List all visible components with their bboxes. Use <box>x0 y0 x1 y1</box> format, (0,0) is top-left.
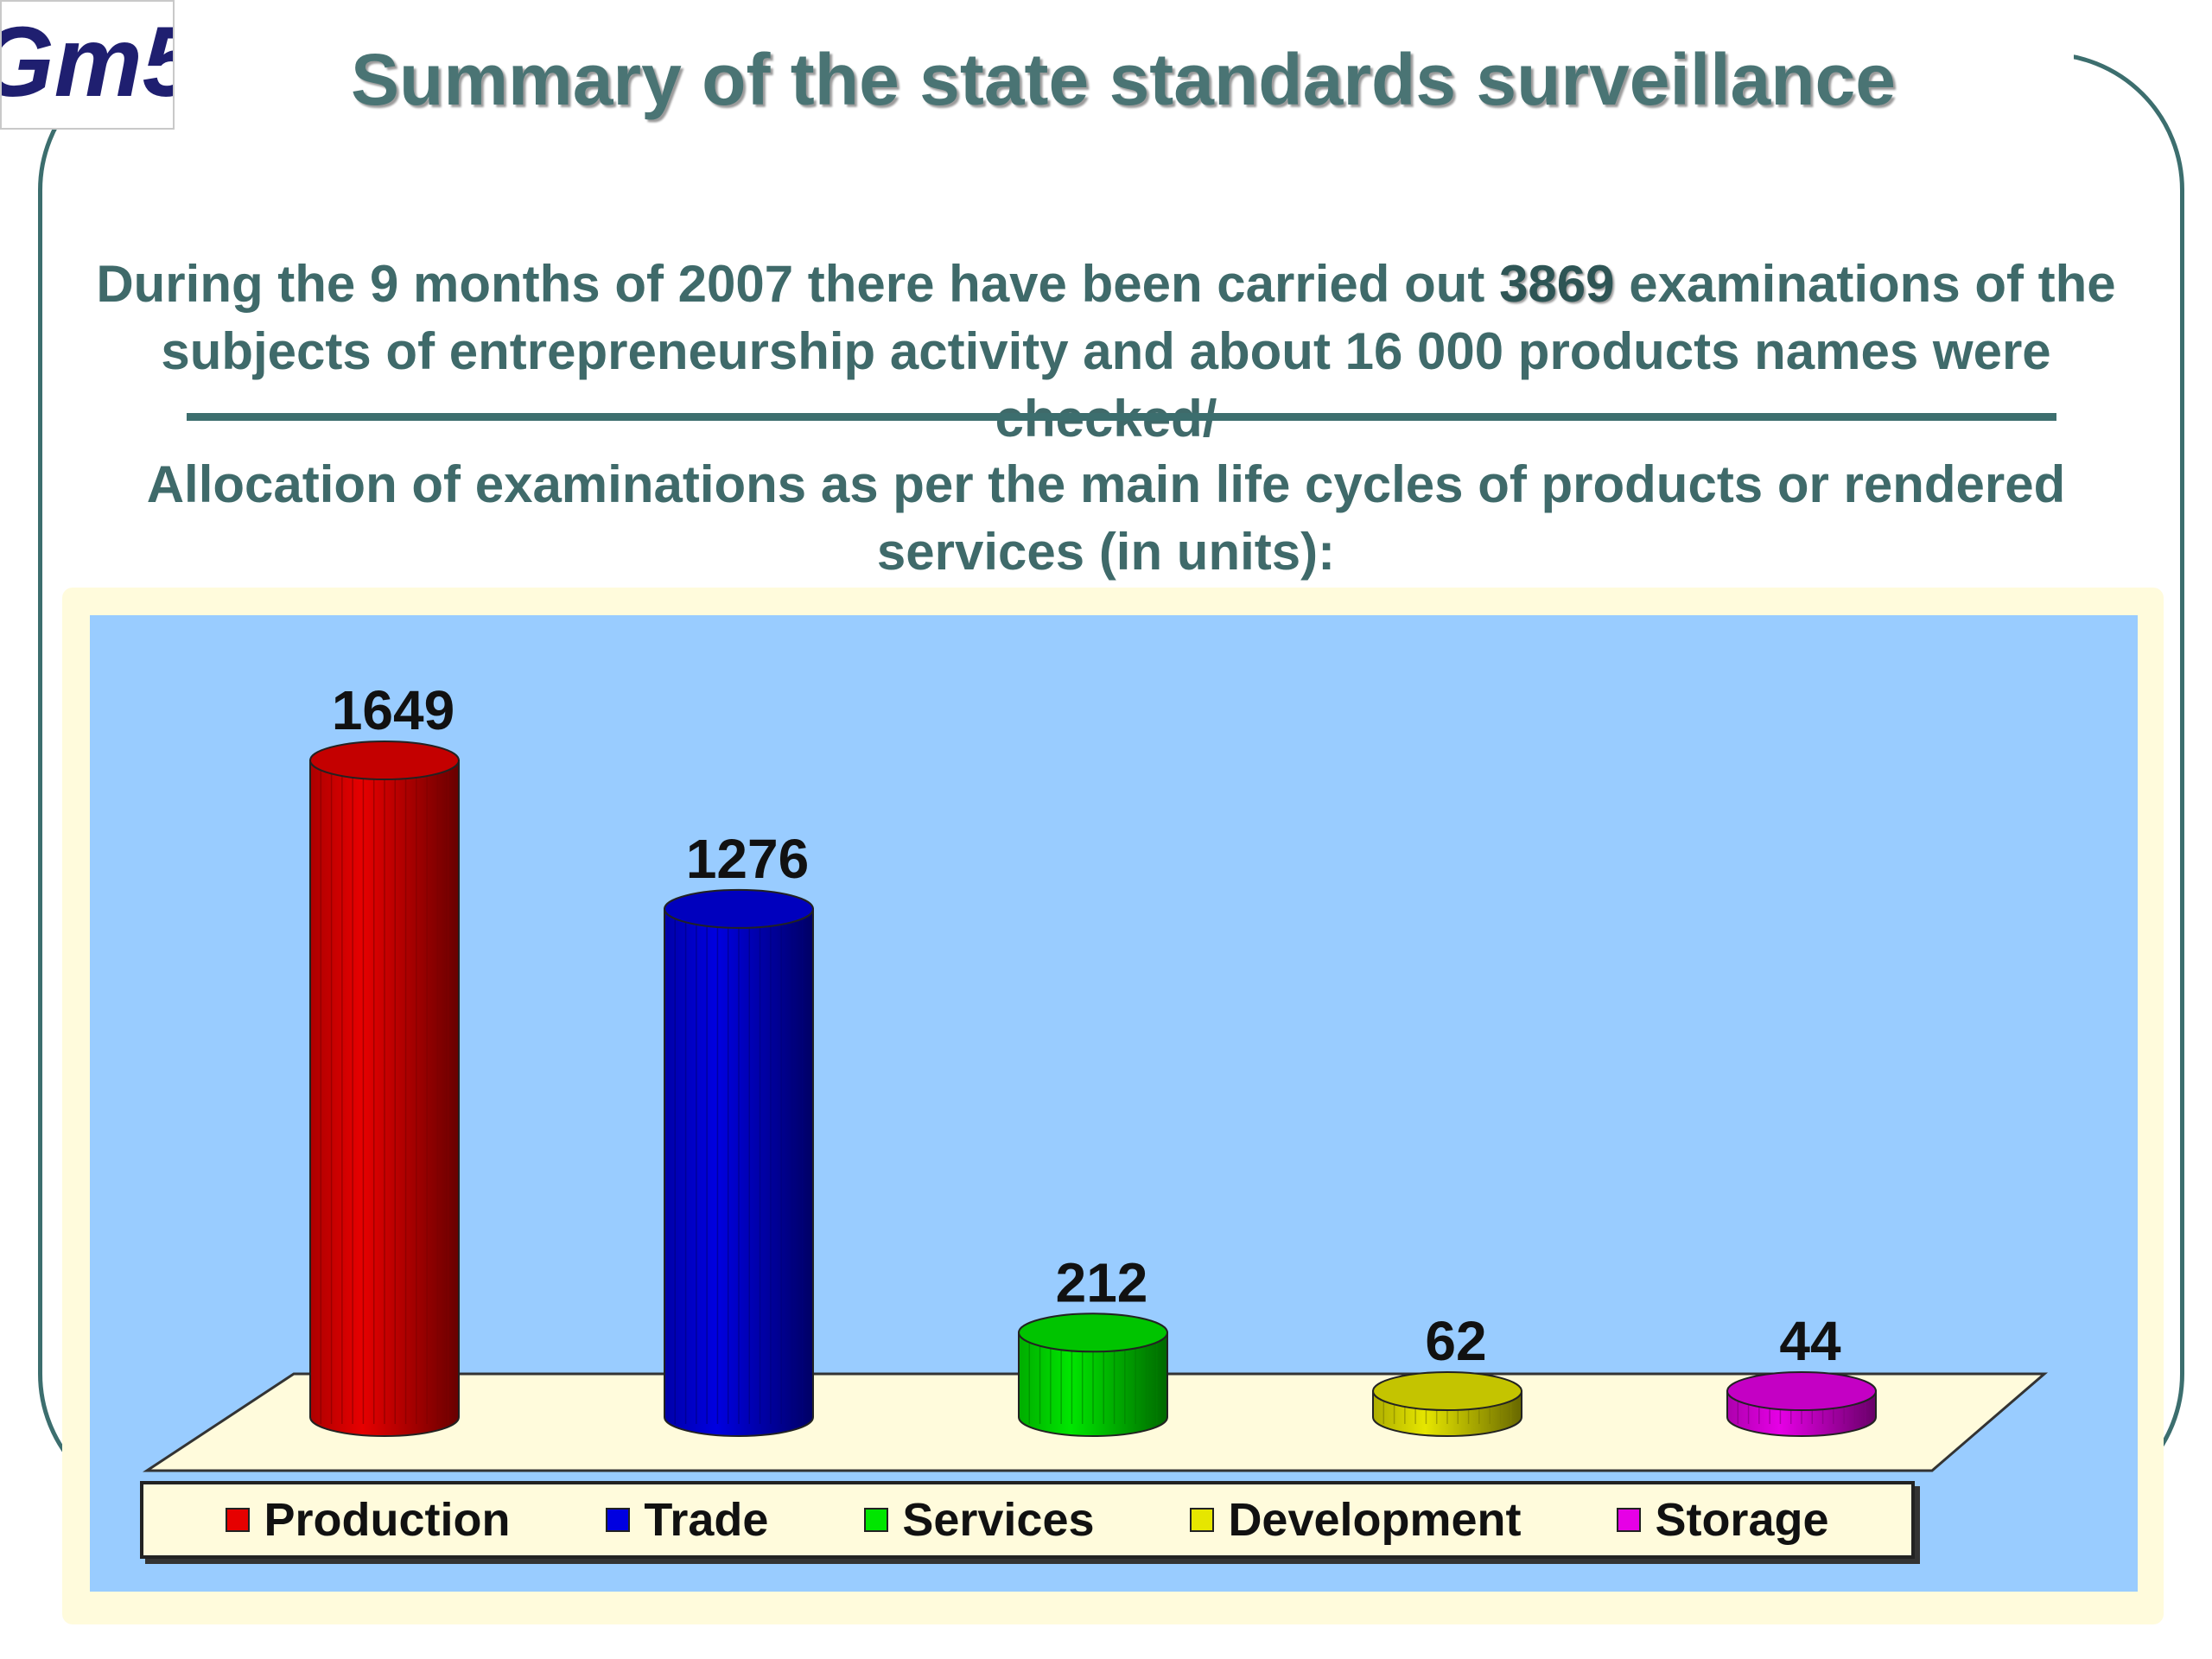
bar-storage <box>1726 1371 1877 1437</box>
legend-swatch <box>864 1508 889 1532</box>
bar-trade <box>664 888 814 1437</box>
legend-label: Trade <box>644 1494 769 1546</box>
bar-services <box>1018 1313 1168 1437</box>
bar-top <box>309 741 460 780</box>
legend-item-trade: Trade <box>606 1493 768 1547</box>
legend-label: Development <box>1228 1494 1522 1546</box>
logo: Gm5 <box>0 0 175 130</box>
bar-development <box>1372 1371 1522 1437</box>
bar-top <box>1726 1371 1877 1411</box>
legend-swatch <box>1190 1508 1215 1532</box>
data-label-storage: 44 <box>1779 1310 1841 1372</box>
legend-item-storage: Storage <box>1617 1493 1829 1547</box>
legend-label: Production <box>264 1494 511 1546</box>
chart-legend: Production Trade Services Development Storag… <box>140 1481 1915 1559</box>
legend-item-development: Development <box>1190 1493 1522 1547</box>
bar-top <box>1018 1313 1168 1353</box>
examinations-count: 3869 <box>1499 255 1615 313</box>
legend-label: Services <box>902 1494 1095 1546</box>
legend-swatch <box>606 1508 631 1532</box>
legend-swatch <box>226 1508 251 1532</box>
data-label-trade: 1276 <box>686 828 809 890</box>
page-title: Summary of the state standards surveilla… <box>173 38 2074 122</box>
data-label-services: 212 <box>1056 1251 1148 1313</box>
divider-line <box>187 413 2056 421</box>
allocation-paragraph: Allocation of examinations as per the ma… <box>146 455 2066 581</box>
bar-top <box>664 888 814 929</box>
logo-text: Gm5 <box>2 7 173 118</box>
legend-item-production: Production <box>226 1493 510 1547</box>
logo-mark: Gm5 <box>2 7 173 118</box>
summary-text-start: During the 9 months of 2007 there have b… <box>96 255 1500 313</box>
data-label-development: 62 <box>1425 1310 1486 1372</box>
page-title-text: Summary of the state standards surveilla… <box>342 39 1904 120</box>
bar-production <box>309 741 460 1437</box>
legend-swatch <box>1617 1508 1642 1532</box>
data-label-production: 1649 <box>332 679 454 741</box>
legend-label: Storage <box>1655 1494 1829 1546</box>
legend-item-services: Services <box>864 1493 1095 1547</box>
bar-top <box>1372 1371 1522 1411</box>
